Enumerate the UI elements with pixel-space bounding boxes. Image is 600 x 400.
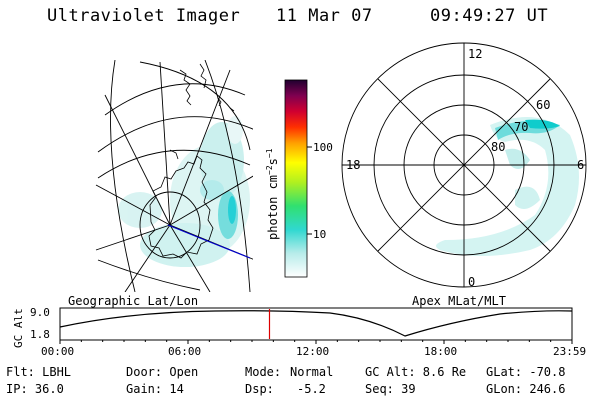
xtick-0000: 00:00 xyxy=(41,345,75,358)
mlat-80-label: 80 xyxy=(491,140,505,154)
ip-info: IP: 36.0 xyxy=(6,382,64,396)
earth-limb xyxy=(139,61,251,151)
polar-aurora-emission xyxy=(436,117,579,256)
mode-label: Mode: xyxy=(245,365,282,379)
header-time: 09:49:27 UT xyxy=(430,6,549,26)
color-bar-tick-10: 10 xyxy=(313,228,326,241)
xtick-0600: 06:00 xyxy=(168,345,202,358)
altitude-x-ticks xyxy=(59,340,573,344)
geographic-map-label: Geographic Lat/Lon xyxy=(68,294,199,308)
color-bar-ticks xyxy=(307,146,312,235)
glon-info: GLon: 246.6 xyxy=(486,382,566,396)
mlt-18-label: 18 xyxy=(346,158,360,172)
altitude-curve xyxy=(59,310,573,337)
mlat-60-label: 60 xyxy=(536,98,550,112)
gain-info: Gain: 14 xyxy=(126,382,184,396)
color-bar-tick-100: 100 xyxy=(313,141,333,154)
dsp-value: -5.2 xyxy=(297,382,326,396)
xtick-1200: 12:00 xyxy=(296,345,330,358)
mlat-70-label: 70 xyxy=(514,120,528,134)
glat-info: GLat: -70.8 xyxy=(486,365,566,379)
apex-map-label: Apex MLat/MLT xyxy=(412,294,506,308)
xtick-1800: 18:00 xyxy=(424,345,458,358)
mode-value: Normal xyxy=(290,365,334,379)
instrument-title: Ultraviolet Imager xyxy=(47,6,241,26)
satellite-ground-track xyxy=(167,224,251,259)
door-info: Door: Open xyxy=(126,365,199,379)
altitude-y-label: GC Alt xyxy=(12,308,25,348)
filter-info: Flt: LBHL xyxy=(6,365,72,379)
mlt-0-label: 0 xyxy=(468,275,475,289)
polar-grid xyxy=(341,42,587,288)
gc-alt-info: GC Alt: 8.6 Re xyxy=(365,365,467,379)
mlt-6-label: 6 xyxy=(577,158,584,172)
altitude-ytick-bottom: 1.8 xyxy=(30,328,50,341)
dsp-label: Dsp: xyxy=(245,382,274,396)
header-date: 11 Mar 07 xyxy=(276,6,373,26)
seq-info: Seq: 39 xyxy=(365,382,416,396)
altitude-ytick-top: 9.0 xyxy=(30,306,50,319)
mlt-12-label: 12 xyxy=(468,47,482,61)
color-bar-unit-label: photon cm−2s−1 xyxy=(265,148,280,240)
xtick-2359: 23:59 xyxy=(553,345,587,358)
